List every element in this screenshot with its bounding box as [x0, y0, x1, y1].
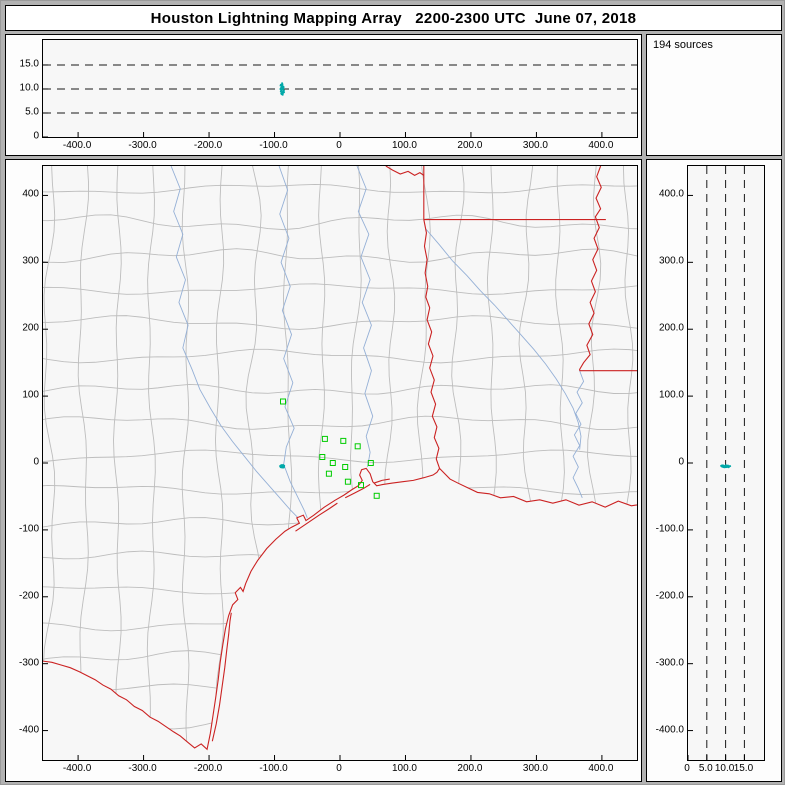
lma-station-marker — [340, 437, 347, 444]
plan-view-panel: -400.0 -300.0 -200.0 -100.0 0 100.0 200.0 300.0… — [5, 159, 642, 782]
lma-station-marker — [344, 478, 351, 485]
lma-station-marker — [342, 464, 349, 470]
tick-label: -200.0 — [655, 590, 684, 602]
state-border-texas-east — [424, 166, 440, 468]
lma-station-marker — [325, 470, 332, 477]
tick-label: 100 — [22, 389, 39, 401]
tick-label: -200.0 — [193, 763, 223, 774]
lma-station-marker — [358, 482, 364, 489]
tick-label: -100.0 — [259, 763, 288, 774]
tick-label: -300.0 — [128, 763, 157, 774]
county-lines — [43, 166, 637, 760]
lma-station-marker — [329, 460, 336, 466]
tick-label: 400.0 — [588, 763, 614, 774]
altitude-ns-panel: 0 5.0 10.0 15.0 400.0 300.0 200.0 100.0 0 -100.0 -… — [646, 159, 782, 782]
tick-label: 200 — [22, 322, 39, 334]
tick-label: 200.0 — [457, 763, 483, 774]
tick-label: 10.0 — [714, 763, 735, 774]
lma-station-marker — [319, 454, 326, 460]
tick-label: 0 — [684, 763, 690, 774]
tick-label: 100.0 — [391, 763, 417, 774]
tick-label: -400.0 — [62, 140, 92, 151]
lma-station-marker — [354, 443, 361, 450]
tick-label: 200.0 — [658, 322, 684, 334]
rivers — [171, 166, 584, 518]
lma-stations-layer — [280, 398, 380, 499]
state-border-red-river — [386, 166, 424, 175]
tick-label: 0 — [336, 763, 342, 774]
altitude-ns-canvas[interactable] — [688, 166, 764, 760]
altitude-ns-plot[interactable] — [687, 165, 765, 761]
tick-label: 0 — [336, 140, 342, 151]
tick-label: -300.0 — [655, 657, 684, 669]
tick-label: 15.0 — [19, 58, 39, 70]
lma-station-marker — [321, 435, 328, 442]
tick-label: 0 — [33, 456, 39, 468]
tick-label: -100.0 — [655, 523, 684, 535]
tick-label: 0 — [678, 456, 684, 468]
tick-label: 100.0 — [658, 389, 684, 401]
tick-label: -200.0 — [193, 140, 223, 151]
lma-station-marker — [280, 398, 286, 405]
tick-label: -300 — [18, 657, 39, 669]
tick-label: 300.0 — [522, 763, 548, 774]
state-border-mississippi-river — [580, 166, 602, 371]
barrier-islands — [212, 479, 389, 741]
tick-label: 10.0 — [19, 82, 39, 94]
lma-station-marker — [367, 460, 374, 466]
sources-count-label: 194 sources — [653, 39, 713, 51]
tick-label: 400 — [22, 188, 39, 200]
tick-label: 300.0 — [658, 255, 684, 267]
lightning-sources-layer — [279, 464, 286, 469]
tick-label: 300 — [22, 255, 39, 267]
tick-label: -400 — [18, 724, 39, 736]
tick-label: 5.0 — [698, 763, 713, 774]
tick-label: 100.0 — [391, 140, 417, 151]
tick-label: 400.0 — [588, 140, 614, 151]
tick-label: -200 — [18, 590, 39, 602]
tick-label: -100.0 — [259, 140, 288, 151]
tick-label: 0 — [33, 130, 39, 142]
tick-label: 15.0 — [733, 763, 754, 774]
tick-label: -100 — [18, 523, 39, 535]
tick-label: -300.0 — [128, 140, 157, 151]
tick-label: 300.0 — [522, 140, 548, 151]
altitude-ew-panel: -400.0 -300.0 -200.0 -100.0 0 100.0 200.0 300.0… — [5, 34, 642, 156]
altitude-ew-plot[interactable] — [42, 39, 638, 138]
window-title: Houston Lightning Mapping Array 2200-230… — [150, 9, 637, 27]
title-bar: Houston Lightning Mapping Array 2200-230… — [5, 5, 782, 31]
tick-label: 200.0 — [457, 140, 483, 151]
sources-count-panel: 194 sources — [646, 34, 782, 156]
axis-ticks — [43, 194, 603, 760]
lma-station-marker — [373, 492, 380, 499]
tick-label: 400.0 — [658, 188, 684, 200]
tick-label: -400.0 — [62, 763, 92, 774]
tick-label: 5.0 — [25, 106, 39, 118]
tick-label: -400.0 — [655, 724, 684, 736]
altitude-ew-canvas[interactable] — [43, 40, 637, 137]
plan-view-canvas[interactable] — [43, 166, 637, 760]
coastline — [43, 468, 637, 749]
plan-view-plot[interactable] — [42, 165, 638, 761]
